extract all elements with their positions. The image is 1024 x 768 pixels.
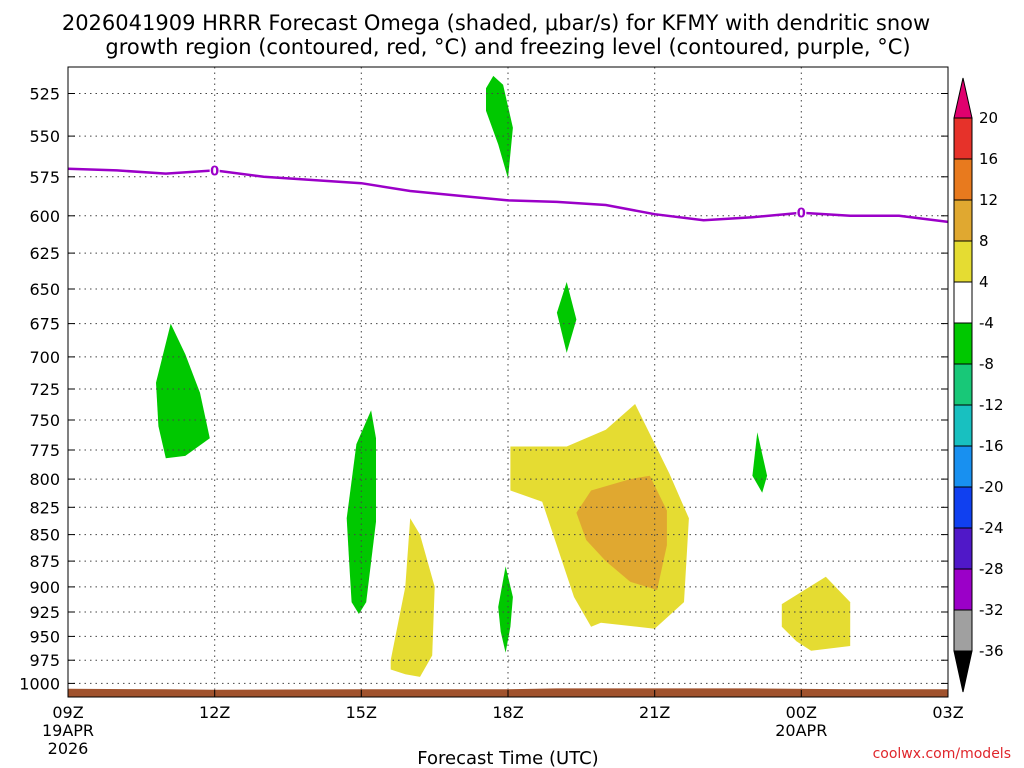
y-tick-label: 600 [29,207,60,226]
colorbar-label: 20 [979,109,998,127]
y-tick-label: 700 [29,348,60,367]
colorbar-label: -12 [979,396,1004,414]
colorbar-label: -8 [979,355,994,373]
x-axis-label: Forecast Time (UTC) [417,748,598,768]
chart-title-line1: 2026041909 HRRR Forecast Omega (shaded, … [62,11,930,35]
y-tick-label: 550 [29,127,60,146]
colorbar-bottom-arrow [953,650,973,693]
x-tick-label: 12Z [199,703,230,722]
colorbar-segment [953,527,973,570]
y-tick-label: 725 [29,380,60,399]
colorbar-segment [953,445,973,488]
y-tick-label: 925 [29,603,60,622]
colorbar-segment [953,404,973,447]
x-tick-year-label: 2026 [48,739,89,758]
omega-shaded-regions [156,75,851,677]
colorbar-label: -36 [979,642,1004,660]
y-tick-label: 850 [29,526,60,545]
colorbar-segment [953,568,973,611]
omega-region-yellow-pos1 [390,518,435,677]
x-tick-label: 21Z [639,703,670,722]
colorbar-segment [953,363,973,406]
pressure-axis: 525 550 575 600 625 650 675 700 725 750 775 800 825 8… [19,85,948,693]
omega-region-green-pos2 [156,323,210,459]
omega-colorbar: 20 16 12 8 4 -4 -8 -12 -16 -20 -24 -28 -32 -36 [953,77,1004,693]
contour-label-bg [796,204,807,221]
freezing-level-label: 0 [797,207,806,222]
y-tick-label: 675 [29,315,60,334]
colorbar-label: -32 [979,601,1004,619]
y-tick-label: 900 [29,578,60,597]
chart-title-line2: growth region (contoured, red, °C) and f… [105,35,910,59]
x-tick-date-label: 19APR [42,721,94,740]
colorbar-segment [953,158,973,201]
colorbar-label: 8 [979,232,989,250]
grid-lines [68,67,948,697]
colorbar-label: 12 [979,191,998,209]
x-tick-label: 18Z [492,703,523,722]
omega-region-green-pos4 [346,410,376,614]
y-tick-label: 1000 [19,674,60,693]
y-tick-label: 825 [29,498,60,517]
colorbar-label: 16 [979,150,998,168]
x-tick-label: 00Z [786,703,817,722]
y-tick-label: 875 [29,552,60,571]
y-tick-label: 800 [29,470,60,489]
colorbar-label: -20 [979,478,1004,496]
colorbar-segment [953,609,973,652]
omega-region-green-pos3 [556,282,577,353]
y-tick-label: 525 [29,85,60,104]
contour-label-bg [209,162,220,179]
x-tick-date-label: 20APR [775,721,827,740]
omega-region-orange-pos1 [576,475,667,590]
y-tick-label: 625 [29,244,60,263]
colorbar-label: -28 [979,560,1004,578]
x-tick-label: 09Z [52,703,83,722]
omega-region-yellow-pos3 [781,576,851,651]
colorbar-label: 4 [979,273,989,291]
omega-region-green-pos5 [498,566,513,653]
y-tick-label: 950 [29,627,60,646]
omega-region-green-pos6 [752,432,768,493]
y-tick-label: 575 [29,168,60,187]
colorbar-top-arrow [953,77,973,119]
colorbar-segment [953,322,973,365]
colorbar-label: -24 [979,519,1004,537]
x-tick-label: 03Z [932,703,963,722]
colorbar-segment [953,240,973,283]
colorbar-segment [953,199,973,242]
y-tick-label: 750 [29,411,60,430]
freezing-level-label: 0 [210,164,219,179]
colorbar-label: -16 [979,437,1004,455]
y-tick-label: 975 [29,651,60,670]
freezing-level-contour: 00 [67,162,949,224]
y-tick-label: 775 [29,441,60,460]
omega-region-green-pos1 [486,75,513,179]
colorbar-segment [953,281,973,324]
colorbar-segment [953,486,973,529]
colorbar-label: -4 [979,314,994,332]
site-credit: coolwx.com/models [873,746,1011,762]
colorbar-segment [953,117,973,160]
x-tick-label: 15Z [346,703,377,722]
y-tick-label: 650 [29,280,60,299]
